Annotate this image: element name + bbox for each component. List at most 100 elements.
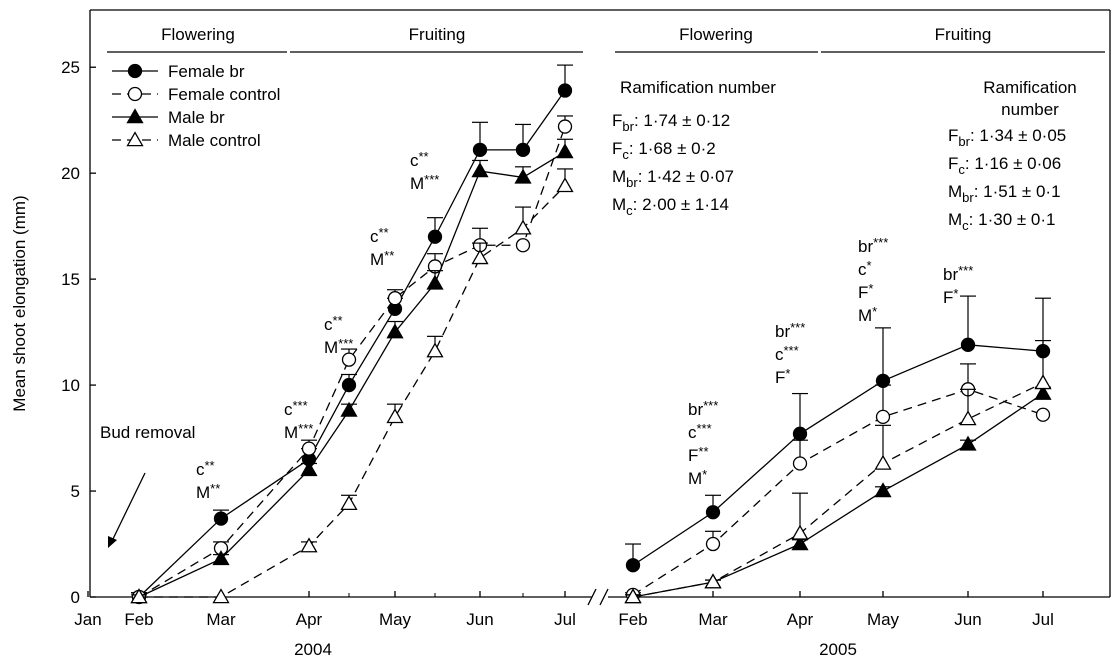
data-point (959, 410, 977, 426)
data-point (126, 108, 144, 124)
x-tick-label: Feb (618, 610, 647, 629)
series-female-control (131, 115, 1051, 605)
data-point (301, 441, 317, 456)
data-series (130, 64, 1052, 605)
ramification-title: number (1001, 100, 1059, 119)
data-point (792, 456, 808, 471)
x-tick-label: Jul (1032, 610, 1054, 629)
ramification-row: Fc: 1·68 ± 0·2 (612, 139, 716, 162)
legend-item: Female control (112, 85, 280, 104)
data-point (1035, 407, 1051, 422)
data-point (426, 342, 444, 358)
significance-labels: c**M**c***M***c**M***c**M**c**M***br***c… (196, 149, 973, 502)
data-point (1034, 384, 1052, 400)
data-point (427, 229, 443, 244)
y-tick-label: 10 (61, 376, 80, 395)
series-line (138, 126, 566, 598)
data-point (705, 536, 721, 552)
series-line (632, 344, 1044, 566)
legend-label: Male control (168, 131, 261, 150)
ramification-title: Ramification (983, 78, 1077, 97)
significance-label: F* (858, 281, 873, 302)
y-tick-label: 15 (61, 270, 80, 289)
data-point (213, 511, 229, 526)
significance-label: c** (370, 225, 389, 246)
y-tick-label: 0 (71, 588, 80, 607)
y-tick-label: 20 (61, 164, 80, 183)
significance-label: br*** (858, 235, 888, 256)
series-female-br (131, 64, 1051, 605)
x-tick-label: May (867, 610, 900, 629)
data-point (515, 142, 531, 158)
significance-label: M** (196, 481, 220, 502)
phase-label: Fruiting (409, 25, 466, 44)
series-line (139, 185, 566, 598)
significance-label: M** (370, 248, 394, 269)
series-line (632, 388, 1044, 596)
ramification-row: Fbr: 1·74 ± 0·12 (612, 111, 730, 134)
data-point (514, 219, 532, 235)
y-tick-label: 25 (61, 58, 80, 77)
data-point (791, 535, 809, 551)
series-male-br (130, 138, 1052, 604)
data-point (874, 482, 892, 498)
ramification-row: Fc: 1·16 ± 0·06 (948, 154, 1061, 177)
significance-label: F* (943, 286, 958, 307)
data-point (340, 494, 358, 511)
legend-label: Male br (168, 108, 225, 127)
axis-break-left (587, 588, 597, 606)
legend-label: Female control (168, 85, 280, 104)
data-point (212, 588, 230, 604)
data-point (514, 168, 532, 184)
significance-label: M*** (284, 421, 313, 442)
data-point (960, 337, 976, 352)
year-label: 2004 (294, 640, 332, 659)
ramification-2004: Ramification number Fbr: 1·74 ± 0·12 Fc: 1… (612, 78, 776, 218)
data-point (874, 454, 892, 470)
significance-label: br*** (688, 398, 718, 419)
significance-label: M*** (410, 172, 439, 193)
legend-item: Female br (112, 62, 245, 81)
data-point (959, 435, 977, 451)
ramification-row: Mc: 1·30 ± 0·1 (948, 210, 1056, 233)
data-point (127, 63, 143, 79)
phase-label: Flowering (161, 25, 235, 44)
phase-label: Flowering (679, 25, 753, 44)
significance-label: M*** (324, 336, 353, 357)
significance-label: F* (775, 366, 790, 387)
phase-label: Fruiting (935, 25, 992, 44)
phase-bands: Flowering Fruiting Flowering Fruiting (107, 25, 1105, 53)
year-label: 2005 (819, 640, 857, 659)
data-point (472, 142, 488, 158)
data-point (875, 409, 891, 425)
x-tick-label: Feb (124, 610, 153, 629)
significance-label: M* (688, 467, 707, 488)
x-tick-label: Jun (466, 610, 493, 629)
series-line (632, 382, 1044, 598)
x-tick-label: Jan (74, 610, 101, 629)
data-point (471, 162, 489, 178)
x-tick-label: Jun (954, 610, 981, 629)
ramification-title: Ramification number (620, 78, 776, 97)
y-axis: 0 5 10 15 20 25 Mean shoot elongation (mm) (10, 58, 96, 607)
ramification-row: Mc: 2·00 ± 1·14 (612, 195, 729, 218)
data-point (130, 588, 148, 604)
data-point (300, 461, 318, 477)
data-point (387, 291, 403, 306)
significance-label: br*** (775, 320, 805, 341)
x-tick-label: Jul (554, 610, 576, 629)
data-point (556, 177, 574, 193)
x-tick-label: Apr (787, 610, 814, 629)
legend: Female br Female control Male br Male contr… (112, 62, 280, 150)
data-point (340, 401, 358, 417)
significance-label: c*** (284, 398, 308, 419)
series-male-control (130, 168, 1052, 604)
data-point (127, 86, 143, 102)
significance-label: c* (858, 258, 872, 279)
data-point (792, 426, 808, 441)
significance-label: br*** (943, 263, 973, 284)
data-point (126, 131, 144, 147)
bud-removal-label: Bud removal (100, 423, 195, 442)
legend-item: Male control (112, 131, 261, 150)
